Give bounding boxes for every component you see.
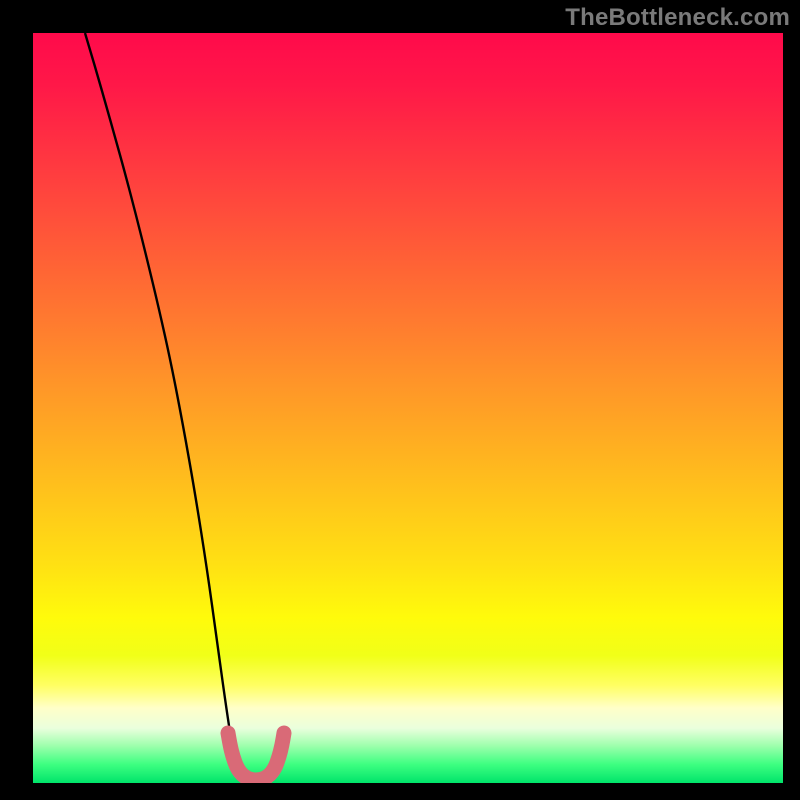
u-marker-end-dot <box>277 726 291 740</box>
bottleneck-chart <box>0 0 800 800</box>
u-marker-end-dot <box>221 726 235 740</box>
plot-background <box>33 33 783 783</box>
watermark-text: TheBottleneck.com <box>565 4 790 32</box>
